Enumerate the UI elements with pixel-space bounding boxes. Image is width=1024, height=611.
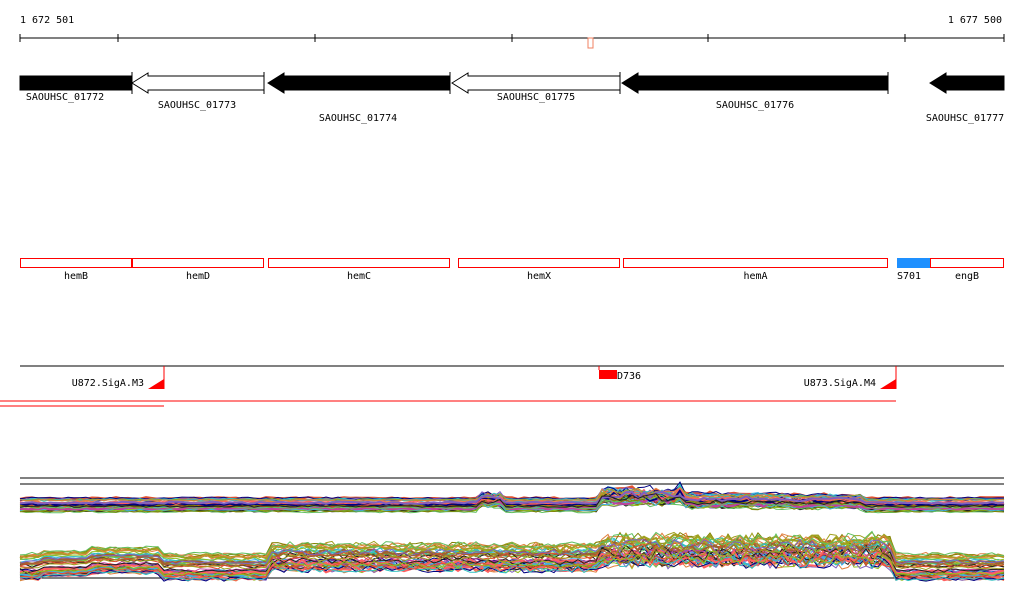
annotation-label: hemC [347, 271, 371, 282]
gene-SAOUHSC_01774[interactable]: SAOUHSC_01774 [267, 72, 451, 124]
gene-SAOUHSC_01773[interactable]: SAOUHSC_01773 [131, 72, 265, 111]
gene-SAOUHSC_01772[interactable]: SAOUHSC_01772 [19, 72, 133, 103]
annotation-box[interactable] [930, 258, 1004, 268]
ruler-start-label: 1 672 501 [20, 15, 74, 26]
gene-label: SAOUHSC_01774 [319, 113, 397, 124]
expression-profile [19, 495, 1005, 511]
annotation-label: hemA [743, 271, 767, 282]
gene-label: SAOUHSC_01776 [716, 100, 794, 111]
position-marker[interactable] [587, 37, 594, 49]
expression-profile [19, 552, 1005, 579]
gene-SAOUHSC_01775[interactable]: SAOUHSC_01775 [451, 72, 621, 103]
annotation-box[interactable] [623, 258, 888, 268]
expression-profile [19, 493, 1005, 508]
annotation-hemX[interactable]: hemX [458, 258, 620, 283]
gene-arrow[interactable] [19, 75, 133, 91]
gene-SAOUHSC_01776[interactable]: SAOUHSC_01776 [621, 72, 889, 111]
annotation-box[interactable] [268, 258, 450, 268]
terminator-1-label: U872.SigA.M3 [72, 378, 144, 389]
expression-profile [19, 547, 1005, 574]
gene-label: SAOUHSC_01775 [497, 92, 575, 103]
terminator-2-label: U873.SigA.M4 [804, 378, 876, 389]
expression-profile [19, 538, 1005, 565]
gene-arrow[interactable] [131, 72, 265, 94]
annotation-hemA[interactable]: hemA [623, 258, 888, 283]
gene-arrow[interactable] [451, 72, 621, 94]
annotation-box[interactable] [20, 258, 132, 268]
expression-profile [19, 536, 1005, 562]
expression-profile [19, 550, 1005, 577]
annotation-label: engB [955, 271, 979, 282]
annotation-S701[interactable]: S701 [897, 258, 930, 283]
terminator-1[interactable]: U872.SigA.M3 [72, 366, 165, 389]
gene-track: SAOUHSC_01772 SAOUHSC_01773 SAOUHSC_01774 S… [19, 72, 1005, 124]
expression-profile [19, 541, 1005, 569]
annotation-hemC[interactable]: hemC [268, 258, 450, 283]
expression-track [19, 477, 1005, 582]
expression-profile [19, 490, 1005, 505]
feature-track: U872.SigA.M3 U873.SigA.M4 D736 [0, 365, 1004, 407]
expression-profile [20, 544, 1005, 571]
annotation-hemD[interactable]: hemD [132, 258, 264, 283]
terminator-2[interactable]: U873.SigA.M4 [804, 366, 897, 389]
expression-profile [19, 537, 1005, 566]
annotation-label: hemD [186, 271, 210, 282]
annotation-hemB[interactable]: hemB [20, 258, 132, 283]
annotation-box[interactable] [458, 258, 620, 268]
annotation-label: S701 [897, 271, 921, 282]
segment-label: D736 [617, 371, 641, 382]
ruler-end-label: 1 677 500 [948, 15, 1002, 26]
gene-arrow[interactable] [267, 72, 451, 94]
gene-arrow[interactable] [929, 72, 1005, 94]
expression-profile [19, 555, 1005, 582]
ruler: 1 672 501 1 677 500 [19, 15, 1005, 49]
gene-label: SAOUHSC_01777 [926, 113, 1004, 124]
expression-profile [19, 493, 1005, 508]
annotation-box[interactable] [132, 258, 264, 268]
annotation-box[interactable] [897, 258, 930, 268]
annotation-label: hemB [64, 271, 88, 282]
segment-d736[interactable]: D736 [598, 366, 641, 382]
gene-label: SAOUHSC_01772 [26, 92, 104, 103]
gene-arrow[interactable] [621, 72, 889, 94]
annotation-track: hemB hemD hemC hemX hemA S701 engB [20, 258, 1004, 283]
gene-label: SAOUHSC_01773 [158, 100, 236, 111]
expression-profile [19, 530, 1005, 558]
annotation-engB[interactable]: engB [930, 258, 1004, 283]
gene-SAOUHSC_01777[interactable]: SAOUHSC_01777 [926, 72, 1005, 124]
annotation-label: hemX [527, 271, 551, 282]
